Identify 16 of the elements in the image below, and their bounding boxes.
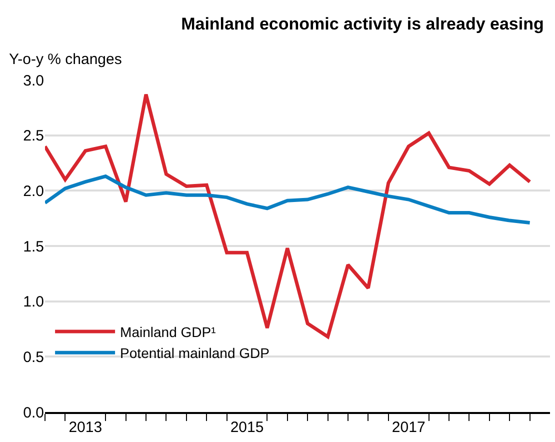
x-tick-label: 2015 bbox=[230, 418, 264, 436]
y-tick-label: 1.5 bbox=[23, 238, 44, 256]
y-tick-label: 3.0 bbox=[23, 72, 44, 90]
y-tick-label: 1.0 bbox=[23, 294, 44, 311]
y-tick-label: 2.5 bbox=[23, 128, 44, 145]
y-tick-label: 0.0 bbox=[23, 404, 44, 422]
line-series bbox=[45, 174, 532, 225]
x-tick-label: 2013 bbox=[68, 418, 102, 436]
legend-label: Potential mainland GDP bbox=[120, 345, 270, 362]
chart-title: Mainland economic activity is already easing bbox=[181, 14, 544, 34]
y-axis-title: Y-o-y % changes bbox=[9, 51, 122, 68]
line-series bbox=[45, 92, 532, 338]
y-tick-label: 0.5 bbox=[23, 348, 44, 366]
x-tick-label: 2017 bbox=[392, 418, 426, 436]
y-tick-label: 2.0 bbox=[23, 182, 44, 200]
legend-label: Mainland GDP¹ bbox=[120, 324, 216, 340]
